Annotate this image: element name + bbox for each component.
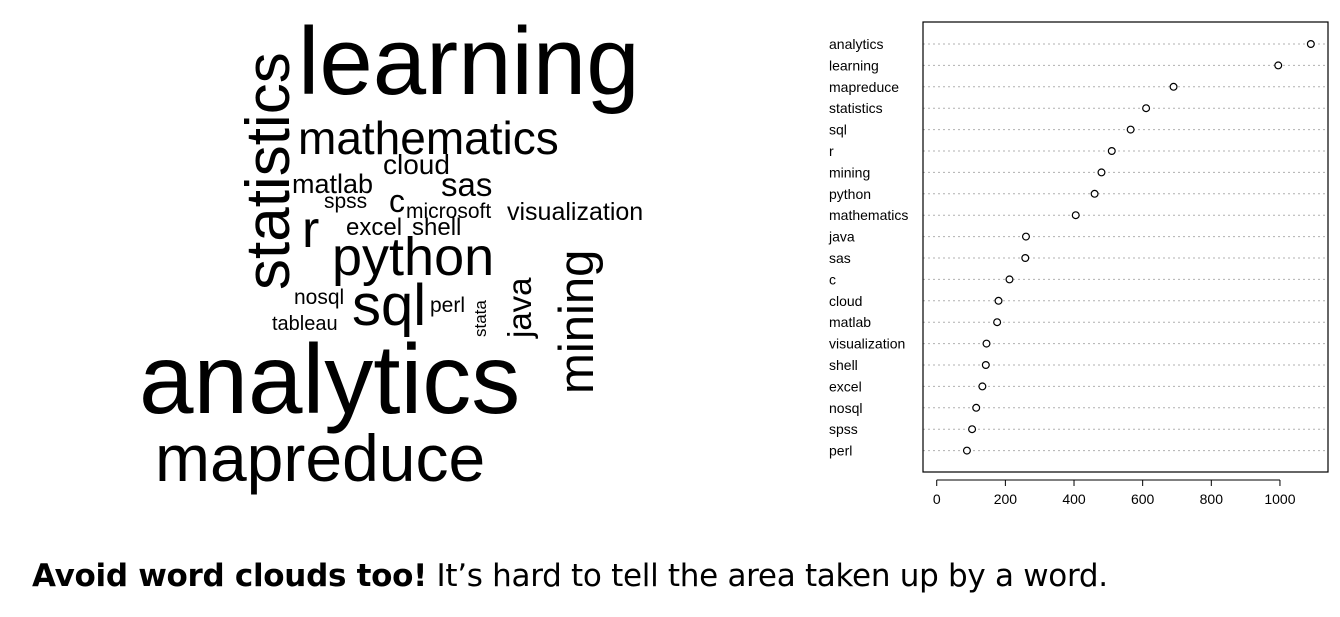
data-point (968, 425, 977, 434)
category-label: matlab (829, 314, 871, 330)
category-label: statistics (829, 100, 883, 116)
data-point (982, 339, 991, 348)
x-tick-label: 600 (1131, 491, 1155, 507)
cloud-word-cloud: cloud (383, 149, 450, 180)
category-label: perl (829, 443, 852, 459)
caption-bold: Avoid word clouds too! (32, 558, 427, 594)
caption: Avoid word clouds too! It’s hard to tell… (32, 558, 1108, 594)
x-tick-label: 0 (933, 491, 941, 507)
x-tick-label: 800 (1200, 491, 1224, 507)
category-label: mapreduce (829, 79, 899, 95)
data-point (1107, 147, 1116, 156)
data-point (1142, 104, 1151, 113)
x-tick-label: 400 (1062, 491, 1086, 507)
data-point (1021, 232, 1030, 241)
data-point (1021, 254, 1030, 263)
dot-plot: analytics learning mapreduce statistics sql r… (828, 21, 1329, 507)
caption-text: It’s hard to tell the area taken up by a… (426, 558, 1109, 594)
category-label: r (829, 143, 834, 159)
cloud-word-excel: excel (346, 214, 403, 241)
cloud-word-tableau: tableau (272, 313, 338, 335)
category-label: analytics (829, 36, 883, 52)
cloud-word-learning: learning (298, 8, 640, 115)
category-label: mathematics (829, 207, 908, 223)
data-point (1090, 189, 1099, 198)
x-tick-label: 200 (994, 491, 1018, 507)
category-label: nosql (829, 400, 862, 416)
category-label: learning (829, 57, 879, 73)
data-point (962, 446, 971, 455)
cloud-word-sql: sql (352, 273, 427, 338)
cloud-word-microsoft: microsoft (406, 200, 492, 223)
data-point (1097, 168, 1106, 177)
data-point (1306, 39, 1315, 48)
cloud-word-matlab: matlab (292, 169, 374, 199)
cloud-word-perl: perl (430, 294, 466, 317)
category-label: mining (829, 164, 870, 180)
cloud-word-analytics: analytics (139, 324, 521, 434)
data-point (1169, 82, 1178, 91)
cloud-word-mapreduce: mapreduce (155, 421, 486, 495)
data-point (1005, 275, 1014, 284)
category-label: sql (829, 122, 847, 138)
cloud-word-r: r (302, 201, 320, 259)
category-label: sas (829, 250, 851, 266)
data-point (978, 382, 987, 391)
category-label: cloud (829, 293, 862, 309)
category-label: spss (829, 421, 858, 437)
category-label: java (828, 229, 855, 245)
cloud-word-python: python (332, 227, 495, 287)
cloud-word-shell: shell (412, 214, 462, 241)
cloud-word-nosql: nosql (294, 286, 345, 309)
category-label: excel (829, 378, 862, 394)
data-point (994, 296, 1003, 305)
cloud-word-spss: spss (324, 190, 368, 213)
cloud-word-sas: sas (441, 166, 493, 203)
cloud-word-visualization: visualization (507, 198, 644, 226)
data-point (993, 318, 1002, 327)
plot-frame (922, 21, 1329, 473)
data-point (972, 403, 981, 412)
cloud-word-mathematics: mathematics (298, 112, 559, 164)
data-point (981, 361, 990, 370)
data-point (1274, 61, 1283, 70)
word-cloud: learning statistics mathematics cloud ma… (0, 0, 700, 520)
cloud-word-c: c (389, 183, 405, 219)
data-point (1126, 125, 1135, 134)
x-tick-label: 1000 (1264, 491, 1295, 507)
data-point (1071, 211, 1080, 220)
category-label: c (829, 271, 836, 287)
category-label: python (829, 186, 871, 202)
category-label: shell (829, 357, 858, 373)
category-label: visualization (829, 336, 905, 352)
